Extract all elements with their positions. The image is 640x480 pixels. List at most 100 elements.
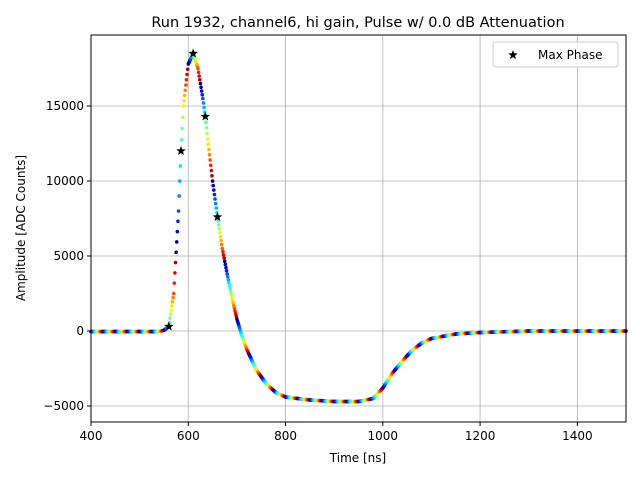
waveform-point [185,67,190,72]
waveform-point [218,234,223,239]
y-tick-label: 0 [76,324,84,338]
waveform-point [221,253,226,257]
plot-frame [90,34,627,423]
legend-star-icon [508,50,518,60]
waveform-point [208,163,213,168]
waveform-point [210,179,215,183]
waveform-point [184,83,188,87]
waveform-point [176,219,180,224]
waveform-point [175,229,180,234]
waveform-point [172,281,177,285]
waveform-point [205,131,209,136]
waveform-point [177,194,181,198]
waveform-point [201,101,206,105]
max-phase-star-icon [164,321,174,331]
grid [90,35,626,422]
waveform-point [168,316,172,321]
waveform-point [202,105,206,110]
max-phase-star-icon [176,146,186,156]
waveform-point [197,74,202,78]
waveform-point [201,96,205,101]
waveform-point [208,158,212,162]
waveform-point [216,223,221,227]
waveform-point [168,312,173,316]
waveform-point [224,265,228,270]
max-phase-star-icon [188,48,198,58]
waveform-point [225,275,230,279]
waveform-point [207,152,212,157]
waveform-point [222,259,227,264]
x-tick-label: 1400 [562,429,593,443]
waveform-point [180,126,184,131]
waveform-point [181,115,185,120]
waveform-point [209,168,214,173]
waveform-point [218,230,222,235]
waveform-point [170,299,175,304]
legend: Max Phase [492,41,619,68]
ticks: 400 600 800 1000 1200 1400 −5000 0 5000 10000 1500… [43,99,592,443]
waveform-point [225,272,229,276]
waveform-point [207,147,211,152]
x-tick-label: 400 [80,429,103,443]
x-axis-label: Time [ns] [329,451,386,465]
x-tick-label: 1000 [368,429,399,443]
waveform-point [171,295,175,300]
max-phase-star-icon [200,111,211,121]
waveform-point [196,66,200,71]
waveform-point [182,98,186,103]
y-tick-label: −5000 [43,399,84,413]
waveform-point [223,262,228,267]
waveform-point [178,164,183,168]
waveform-point [213,201,218,206]
y-axis-label: Amplitude [ADC Counts] [14,155,28,301]
waveform-point [227,284,232,288]
y-tick-label: 15000 [46,99,84,113]
waveform-point [212,192,217,197]
waveform-point [222,256,226,260]
waveform-point [227,281,231,285]
waveform-point [184,77,189,82]
x-tick-label: 600 [177,429,200,443]
waveform-point [213,197,217,201]
waveform-point [198,77,202,82]
waveform-point [170,304,174,308]
waveform-point [217,227,222,231]
waveform-point [185,72,189,77]
waveform-point [204,120,208,124]
waveform-point [179,137,184,142]
waveform-point [211,183,215,188]
waveform-point [169,308,174,312]
waveform-point [214,206,219,210]
legend-box [492,41,619,68]
waveform-point [219,238,223,243]
waveform-point [174,250,178,255]
chart-title: Run 1932, channel6, hi gain, Pulse w/ 0.… [151,15,564,31]
waveform-point [219,242,224,247]
max-phase-markers [164,48,223,331]
waveform-point [173,260,178,265]
waveform-point [206,142,211,147]
waveform-point [212,188,216,192]
waveform-point [183,88,188,93]
waveform-point [181,104,186,108]
waveform-point [224,269,229,273]
waveform-point [199,85,203,90]
waveform-point [174,240,179,244]
waveform-point [228,287,233,291]
waveform-point [229,293,234,297]
legend-label-max-phase: Max Phase [538,48,602,62]
waveform-point [220,246,225,251]
waveform-point [210,173,214,178]
waveform-point [226,278,231,282]
x-tick-label: 800 [274,429,297,443]
x-tick-label: 1200 [465,429,496,443]
waveform-point [199,89,204,93]
waveform-point [182,93,187,98]
waveform-point [198,81,203,86]
y-tick-label: 10000 [46,174,84,188]
waveform-point [200,92,205,97]
y-tick-label: 5000 [53,249,84,263]
waveform-point [204,125,209,130]
waveform-point [173,271,177,275]
